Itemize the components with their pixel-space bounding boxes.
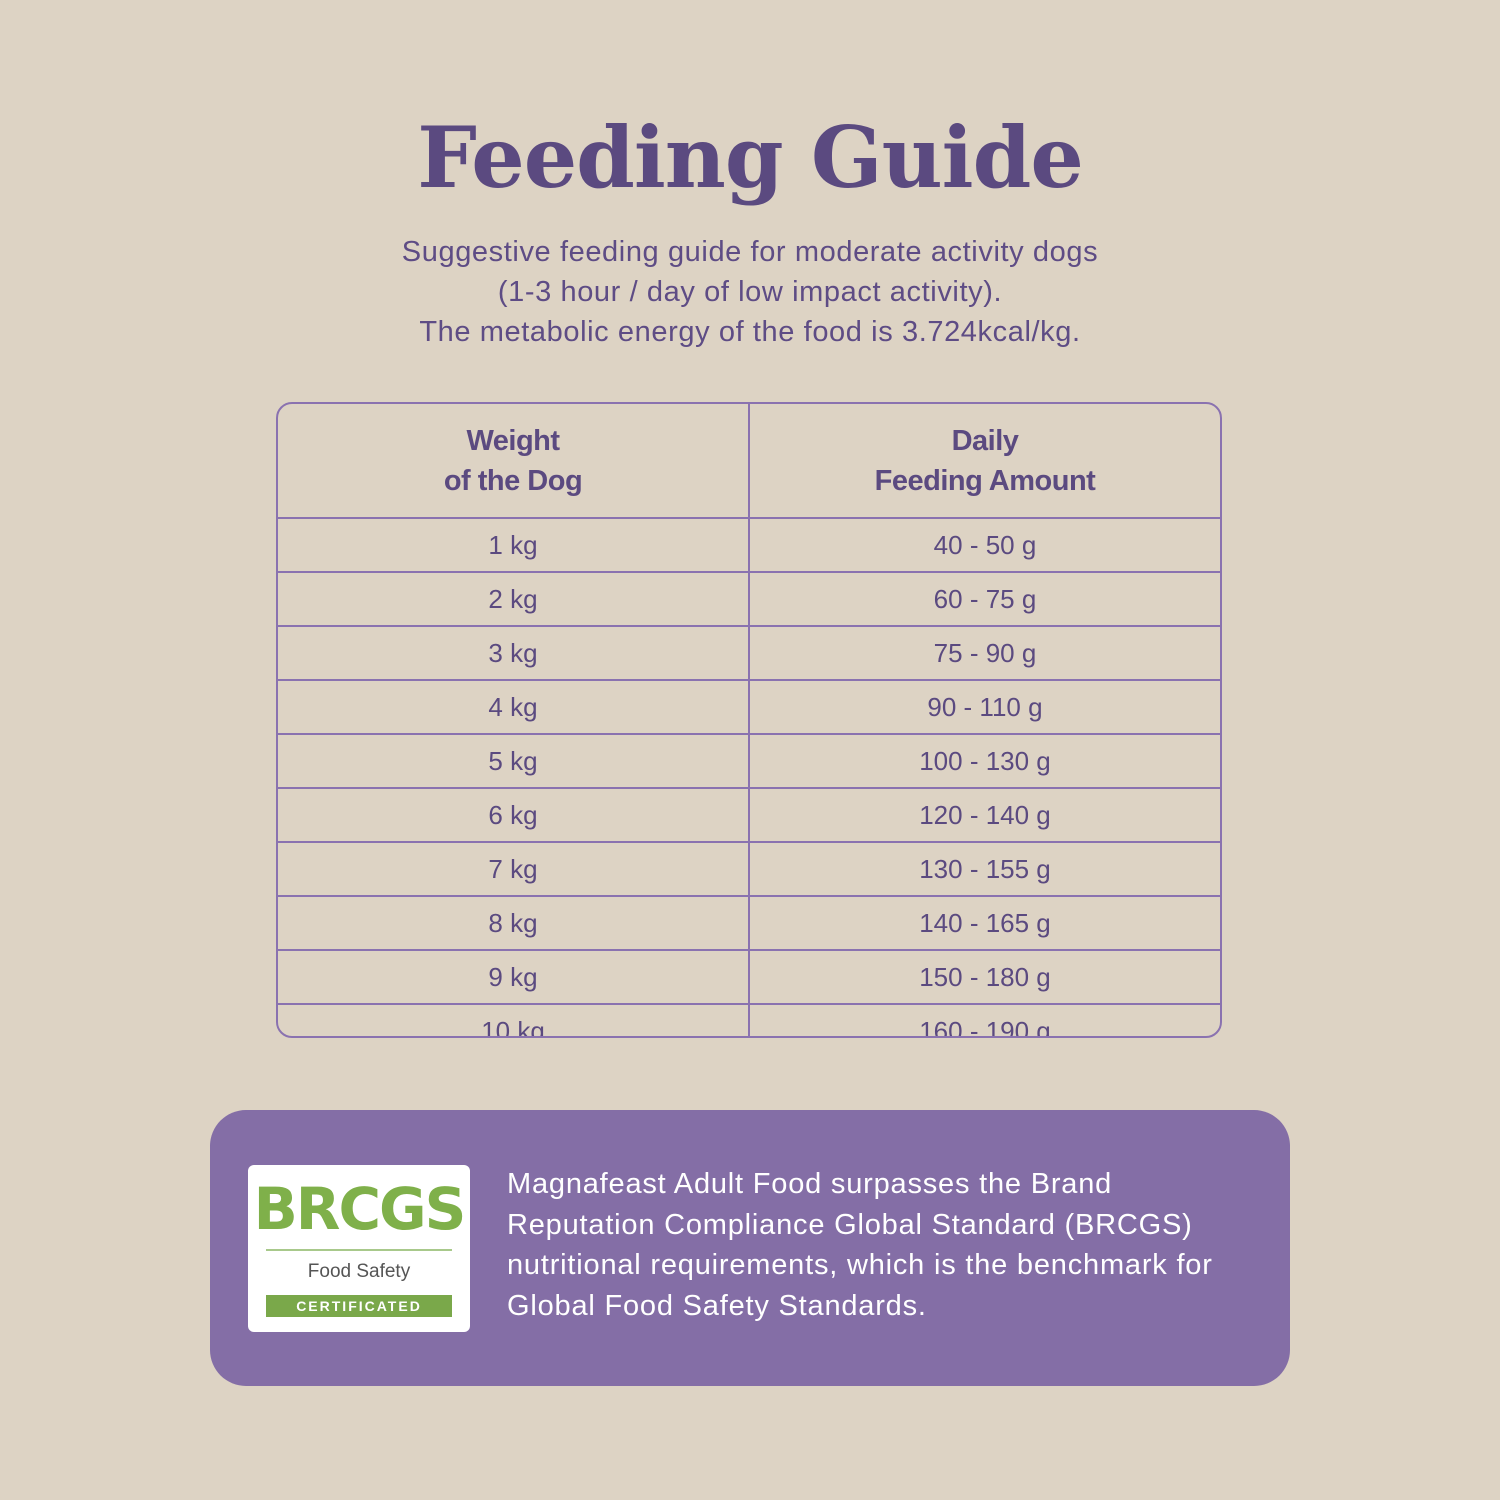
subtitle-line: The metabolic energy of the food is 3.72… (419, 316, 1081, 348)
header-weight-line1: Weight (466, 424, 560, 457)
weight-cell: 7 kg (278, 842, 750, 897)
table-row: 6 kg 120 - 140 g (278, 788, 1220, 843)
amount-cell: 130 - 155 g (749, 842, 1220, 897)
table-row: 3 kg 75 - 90 g (278, 626, 1220, 681)
page-title: Feeding Guide (417, 108, 1084, 207)
header-amount-line1: Daily (951, 424, 1019, 457)
header-amount-line2: Feeding Amount (874, 464, 1096, 497)
table-header-row: Weight of the Dog Daily Feeding Amount (278, 404, 1220, 519)
amount-cell: 90 - 110 g (749, 680, 1220, 735)
table-row: 8 kg 140 - 165 g (278, 896, 1220, 951)
table-row: 5 kg 100 - 130 g (278, 734, 1220, 789)
subtitle-line: (1-3 hour / day of low impact activity). (497, 276, 1003, 308)
amount-cell: 140 - 165 g (749, 896, 1220, 951)
badge-subtitle: Food Safety (307, 1261, 411, 1282)
subtitle-line: Suggestive feeding guide for moderate ac… (401, 236, 1099, 268)
table-row: 2 kg 60 - 75 g (278, 572, 1220, 627)
amount-cell: 40 - 50 g (749, 518, 1220, 573)
table-row: 9 kg 150 - 180 g (278, 950, 1220, 1005)
weight-cell: 9 kg (278, 950, 750, 1005)
certification-text: Magnafeast Adult Food surpasses the Bran… (507, 1168, 1213, 1322)
badge-certificated-label: CERTIFICATED (266, 1295, 452, 1317)
weight-cell: 3 kg (278, 626, 750, 681)
amount-cell: 120 - 140 g (749, 788, 1220, 843)
badge-divider (266, 1249, 452, 1251)
table-row: 7 kg 130 - 155 g (278, 842, 1220, 897)
amount-cell: 100 - 130 g (749, 734, 1220, 789)
weight-cell: 2 kg (278, 572, 750, 627)
brcgs-badge: BRCGS Food Safety CERTIFICATED (248, 1165, 470, 1332)
weight-cell: 8 kg (278, 896, 750, 951)
weight-cell: 6 kg (278, 788, 750, 843)
weight-cell: 4 kg (278, 680, 750, 735)
table-row: 4 kg 90 - 110 g (278, 680, 1220, 735)
table-row: 10 kg 160 - 190 g (278, 1004, 1220, 1038)
certification-panel: BRCGS Food Safety CERTIFICATED Magnafeas… (210, 1110, 1290, 1386)
weight-cell: 1 kg (278, 518, 750, 573)
weight-cell: 5 kg (278, 734, 750, 789)
header-weight: Weight of the Dog (278, 404, 750, 519)
header-amount: Daily Feeding Amount (749, 404, 1220, 519)
amount-cell: 75 - 90 g (749, 626, 1220, 681)
subtitle: Suggestive feeding guide for moderate ac… (0, 232, 1500, 352)
header-weight-line2: of the Dog (443, 464, 583, 497)
table-row: 1 kg 40 - 50 g (278, 518, 1220, 573)
brcgs-logo: BRCGS (253, 1175, 467, 1243)
amount-cell: 60 - 75 g (749, 572, 1220, 627)
feeding-table: Weight of the Dog Daily Feeding Amount 1… (276, 402, 1222, 1038)
weight-cell: 10 kg (278, 1004, 750, 1036)
amount-cell: 150 - 180 g (749, 950, 1220, 1005)
amount-cell: 160 - 190 g (919, 1016, 1051, 1038)
